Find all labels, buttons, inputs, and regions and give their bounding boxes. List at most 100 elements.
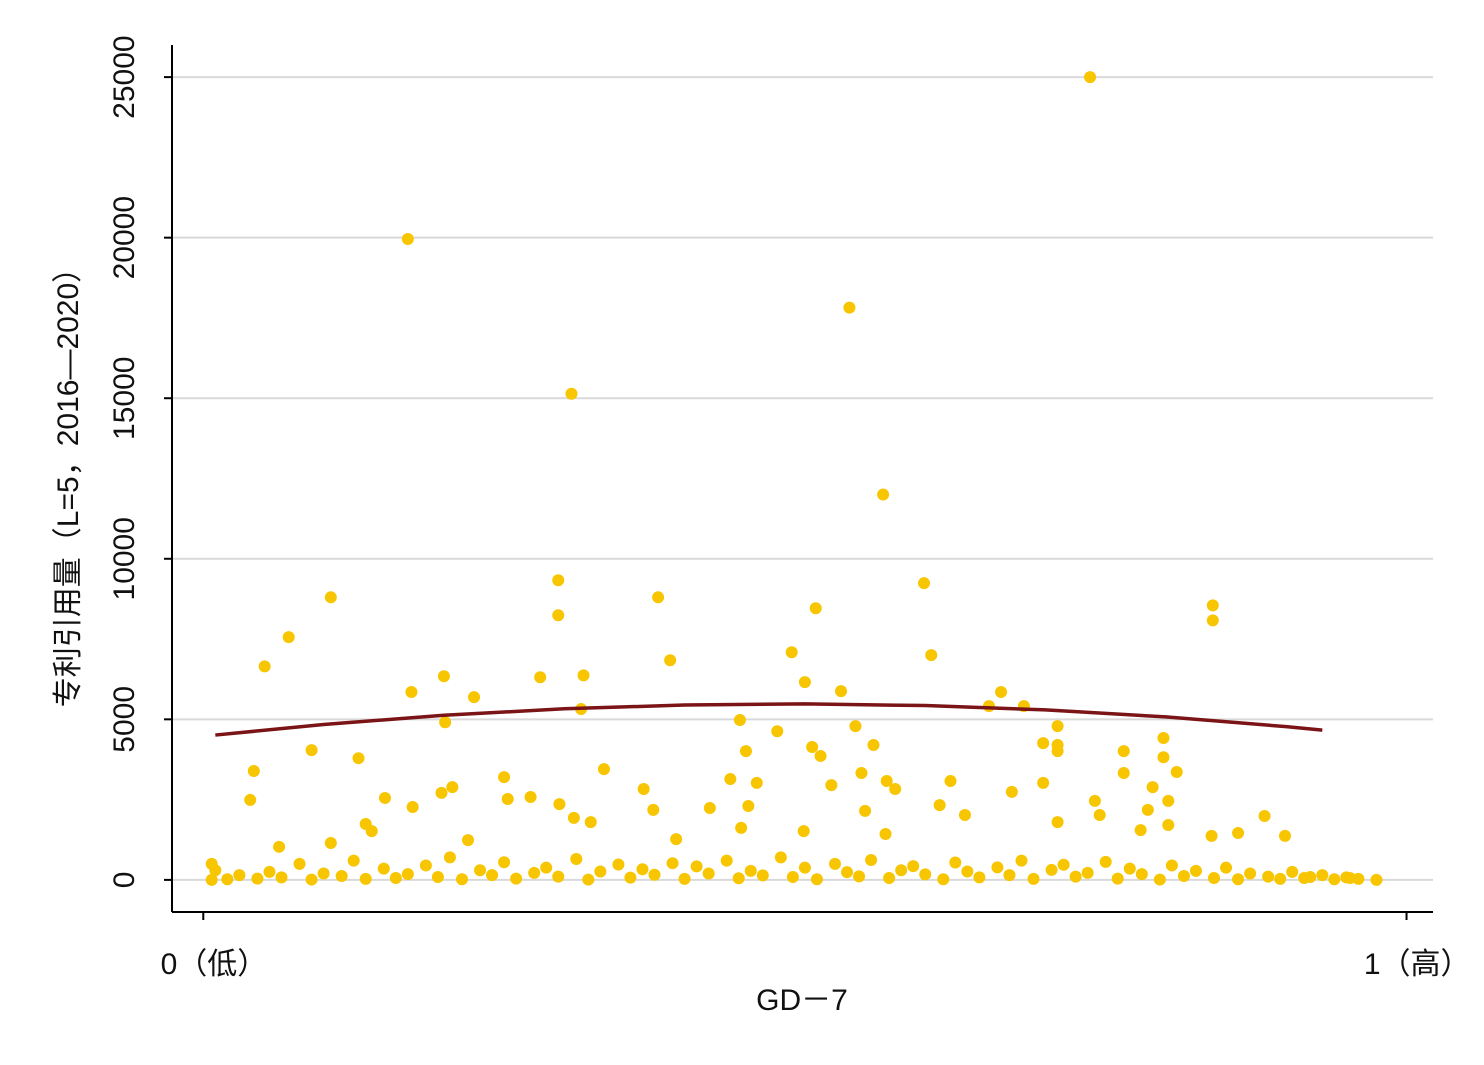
point [597,763,610,776]
point [431,870,444,883]
point [612,858,625,871]
point [1088,794,1101,807]
point [907,860,920,873]
point [251,872,264,885]
point [1117,745,1130,758]
point [498,856,511,869]
point [918,577,931,590]
point [798,861,811,874]
point [1208,871,1221,884]
y-tick-label: 25000 [108,35,141,118]
point [1084,71,1097,84]
y-axis-label: 专利引用量（L=5，2016—2020） [52,253,85,707]
point [828,857,841,870]
point [944,774,957,787]
point [991,861,1004,874]
point [865,853,878,866]
point [524,791,537,804]
point [648,868,661,881]
x-axis-label: GD－7 [756,984,848,1017]
point [841,866,854,879]
point [1117,766,1130,779]
point [1298,871,1311,884]
point [443,851,456,864]
point [973,871,986,884]
point [785,646,798,659]
point [1093,809,1106,822]
point [849,720,862,733]
point [1189,864,1202,877]
point [859,804,872,817]
point [540,861,553,874]
point [401,868,414,881]
point [1146,781,1159,794]
point [724,773,737,786]
point [594,865,607,878]
y-tick-label: 0 [108,872,141,889]
point [867,739,880,752]
point [877,488,890,501]
point [405,686,418,699]
point [739,745,752,758]
point [258,660,271,673]
point [359,872,372,885]
point [461,834,474,847]
point [577,669,590,682]
point [880,774,893,787]
point [786,870,799,883]
point [474,864,487,877]
fit-line [215,702,1323,737]
point [895,864,908,877]
point [1015,854,1028,867]
point [637,783,650,796]
point [247,765,260,778]
point [1232,873,1245,886]
point [889,783,902,796]
point [1170,765,1183,778]
point [1352,872,1365,885]
point [798,676,811,689]
point [401,232,414,245]
y-tick-label: 5000 [108,686,141,753]
point [1232,827,1245,840]
point [744,864,757,877]
point [774,851,787,864]
y-tick-label: 20000 [108,196,141,279]
point [958,809,971,822]
point [1134,824,1147,837]
point [750,776,763,789]
point [553,798,566,811]
point [732,872,745,885]
point [1057,858,1070,871]
point [1157,731,1170,744]
point [1162,794,1175,807]
point [636,863,649,876]
point [209,864,222,877]
point [925,649,938,662]
point [1069,870,1082,883]
point [1316,869,1329,882]
point [275,871,288,884]
point [552,870,565,883]
point [567,811,580,824]
point [937,873,950,886]
x-tick-label: 1（高） [1364,948,1471,981]
point [1003,869,1016,882]
point [806,740,819,753]
point [498,771,511,784]
point [919,868,932,881]
point [720,854,733,867]
point [664,654,677,667]
point [584,816,597,829]
point [1340,871,1353,884]
point [263,865,276,878]
point [305,744,318,757]
point [205,873,218,886]
point [305,873,318,886]
point [624,871,637,884]
point [1279,829,1292,842]
point [933,799,946,812]
point [439,716,452,729]
point [1045,863,1058,876]
